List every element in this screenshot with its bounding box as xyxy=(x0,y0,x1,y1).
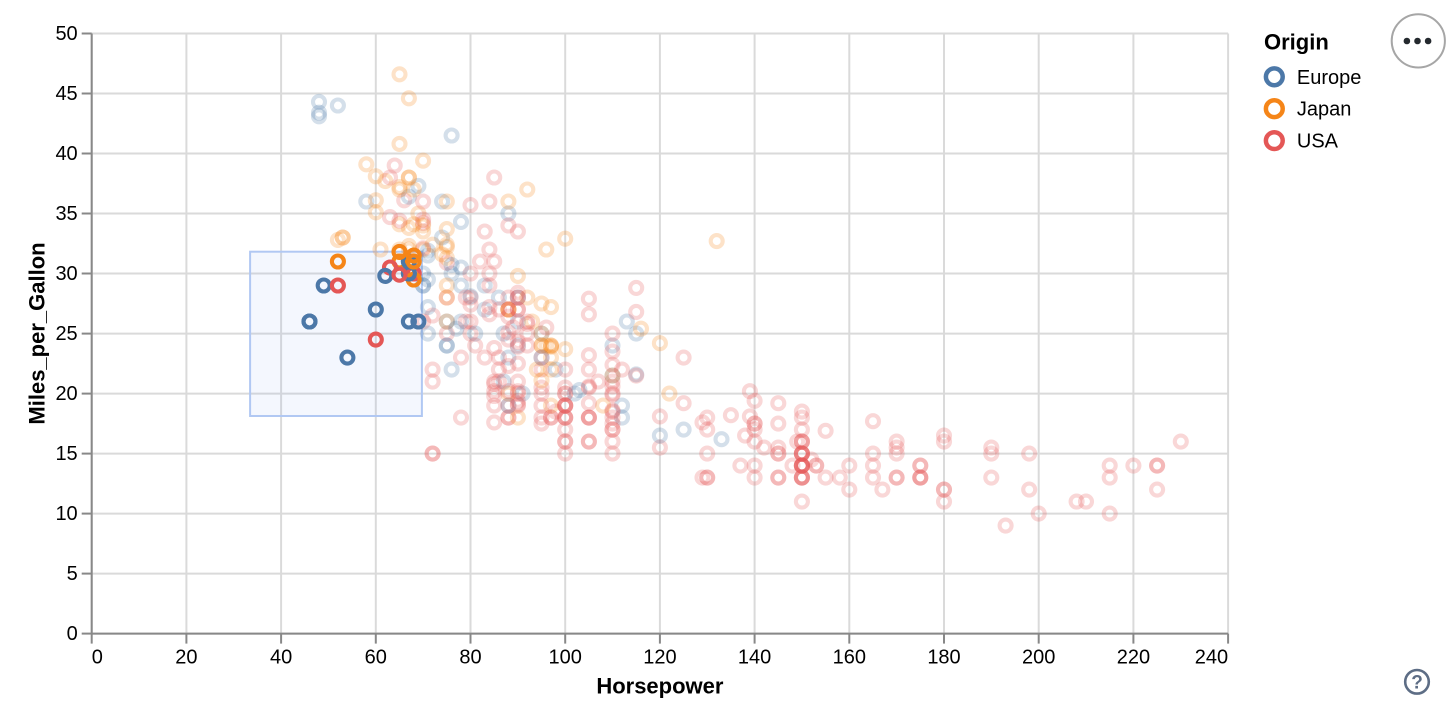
svg-text:45: 45 xyxy=(55,83,77,105)
svg-text:0: 0 xyxy=(67,623,78,645)
svg-text:200: 200 xyxy=(1022,647,1055,669)
svg-text:140: 140 xyxy=(738,647,771,669)
svg-text:20: 20 xyxy=(55,383,77,405)
svg-text:180: 180 xyxy=(927,647,960,669)
svg-text:30: 30 xyxy=(55,263,77,285)
svg-text:40: 40 xyxy=(270,647,292,669)
svg-text:220: 220 xyxy=(1117,647,1150,669)
svg-text:50: 50 xyxy=(55,23,77,45)
svg-text:80: 80 xyxy=(459,647,481,669)
svg-text:Origin: Origin xyxy=(1264,30,1329,55)
svg-text:240: 240 xyxy=(1195,647,1228,669)
svg-text:100: 100 xyxy=(549,647,582,669)
svg-text:25: 25 xyxy=(55,323,77,345)
svg-text:0: 0 xyxy=(92,647,103,669)
svg-text:20: 20 xyxy=(175,647,197,669)
svg-text:15: 15 xyxy=(55,443,77,465)
svg-text:35: 35 xyxy=(55,203,77,225)
svg-text:Miles_per_Gallon: Miles_per_Gallon xyxy=(25,242,50,424)
svg-text:40: 40 xyxy=(55,143,77,165)
svg-text:10: 10 xyxy=(55,503,77,525)
svg-text:Japan: Japan xyxy=(1297,99,1352,121)
svg-text:?: ? xyxy=(1411,672,1423,693)
svg-text:Horsepower: Horsepower xyxy=(596,674,724,699)
svg-text:160: 160 xyxy=(833,647,866,669)
svg-text:60: 60 xyxy=(365,647,387,669)
svg-text:USA: USA xyxy=(1297,131,1339,153)
svg-text:5: 5 xyxy=(67,563,78,585)
svg-text:Europe: Europe xyxy=(1297,67,1362,89)
svg-text:120: 120 xyxy=(643,647,676,669)
